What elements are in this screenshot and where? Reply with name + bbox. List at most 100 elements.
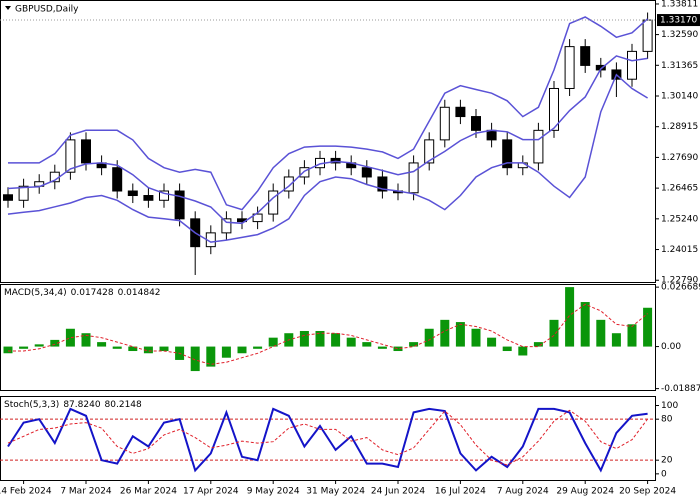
candle-body <box>471 116 481 131</box>
y-tick-label: 1.27690 <box>661 153 698 163</box>
candle-body <box>143 195 154 201</box>
signal-line <box>8 303 648 365</box>
macd-bar <box>455 322 465 347</box>
y-tick-label: 1.28915 <box>661 122 698 132</box>
candle-body <box>221 218 232 234</box>
macd-bar <box>596 319 606 347</box>
macd-bar <box>533 342 543 347</box>
candle-body <box>361 167 372 178</box>
candle-body <box>408 162 419 194</box>
macd-bar <box>97 342 107 347</box>
x-tick-label: 9 May 2024 <box>247 487 300 497</box>
candle-body <box>81 139 91 164</box>
candle-body <box>549 87 559 131</box>
y-tick-label: 1.22790 <box>661 276 698 286</box>
panel-frame <box>0 284 656 391</box>
macd-bar <box>50 339 60 347</box>
macd-bar <box>206 346 216 367</box>
indicator-name: MACD(5,34,4) <box>4 288 67 298</box>
x-tick-label: 7 Aug 2024 <box>497 487 549 497</box>
indicator-name: Stoch(5,3,3) <box>4 400 59 410</box>
panel-frame <box>0 0 656 283</box>
candle-body <box>174 190 185 220</box>
indicator-value: 0.017428 <box>71 288 114 298</box>
macd-bar <box>346 337 356 347</box>
candle-body <box>564 46 575 89</box>
macd-bar <box>611 333 621 347</box>
macd-bar <box>424 328 434 347</box>
macd-bar <box>143 346 153 354</box>
candle-body <box>268 190 279 215</box>
y-tick-label: 20 <box>661 456 673 466</box>
macd-bar <box>643 307 653 347</box>
y-tick-label: 0.026689 <box>661 283 700 293</box>
macd-bar <box>221 346 231 358</box>
candle-body <box>377 176 388 192</box>
stoch-signal <box>7 409 648 466</box>
macd-bar <box>331 333 341 347</box>
indicator-value: 87.8240 <box>63 400 100 410</box>
macd-bar <box>377 346 387 349</box>
x-tick-label: 17 Apr 2024 <box>183 487 239 497</box>
macd-bar <box>315 330 325 347</box>
x-tick-label: 29 Aug 2024 <box>556 487 614 497</box>
x-tick-label: 14 Feb 2024 <box>0 487 52 497</box>
candle-body <box>18 185 29 201</box>
price-tag-label: 1.33170 <box>660 16 697 26</box>
bollinger-band <box>7 73 648 243</box>
y-tick-label: 1.33811 <box>661 0 698 9</box>
stoch-main <box>7 407 648 473</box>
macd-bar <box>237 346 247 354</box>
candle-body <box>159 190 169 201</box>
x-tick-label: 24 Jun 2024 <box>371 487 425 497</box>
candle-body <box>502 139 513 169</box>
macd-bar <box>471 328 481 347</box>
macd-bar <box>518 346 528 356</box>
x-tick-label: 31 May 2024 <box>306 487 365 497</box>
y-tick-label: 1.24015 <box>661 245 698 255</box>
macd-bar <box>190 346 200 372</box>
candle-body <box>439 106 450 141</box>
candle-body <box>424 139 435 164</box>
macd-bar <box>19 346 29 349</box>
y-tick-label: 1.25240 <box>661 214 698 224</box>
candle-body <box>112 167 123 192</box>
macd-bar <box>362 342 372 347</box>
macd-bar <box>128 346 138 352</box>
indicator-value: 80.2148 <box>105 400 142 410</box>
macd-bar <box>549 319 559 347</box>
x-tick-label: 7 Mar 2024 <box>60 487 112 497</box>
candle-body <box>642 19 653 52</box>
indicator-value: 0.014842 <box>118 288 161 298</box>
macd-bar <box>487 337 497 347</box>
candle-body <box>533 129 544 164</box>
candle-body <box>252 213 263 223</box>
panel-frame <box>0 396 656 481</box>
macd-bar <box>65 328 75 347</box>
macd-bar <box>112 346 122 349</box>
candle-body <box>455 106 466 118</box>
indicator-legend: MACD(5,34,4) 0.017428 0.014842 <box>4 288 161 298</box>
y-tick-label: 80 <box>661 415 673 425</box>
macd-bar <box>159 346 169 352</box>
y-tick-label: 0.00 <box>661 342 681 352</box>
title-arrow <box>5 6 11 10</box>
candle-body <box>580 46 591 66</box>
candle-body <box>127 190 138 197</box>
macd-bar <box>34 344 44 347</box>
macd-bar <box>268 337 278 347</box>
macd-bar <box>502 346 512 352</box>
x-tick-label: 26 Mar 2024 <box>120 487 177 497</box>
y-tick-label: 1.26465 <box>661 184 698 194</box>
macd-bar <box>627 324 637 347</box>
macd-bar <box>253 346 263 349</box>
bollinger-band <box>8 16 649 211</box>
candle-body <box>299 167 310 178</box>
candle-body <box>283 176 294 192</box>
chart-title: GBPUSD,Daily <box>15 5 79 15</box>
indicator-legend: Stoch(5,3,3) 87.8240 80.2148 <box>4 400 142 410</box>
macd-bar <box>409 342 419 347</box>
macd-bar <box>299 330 309 347</box>
macd-bar <box>440 319 450 347</box>
